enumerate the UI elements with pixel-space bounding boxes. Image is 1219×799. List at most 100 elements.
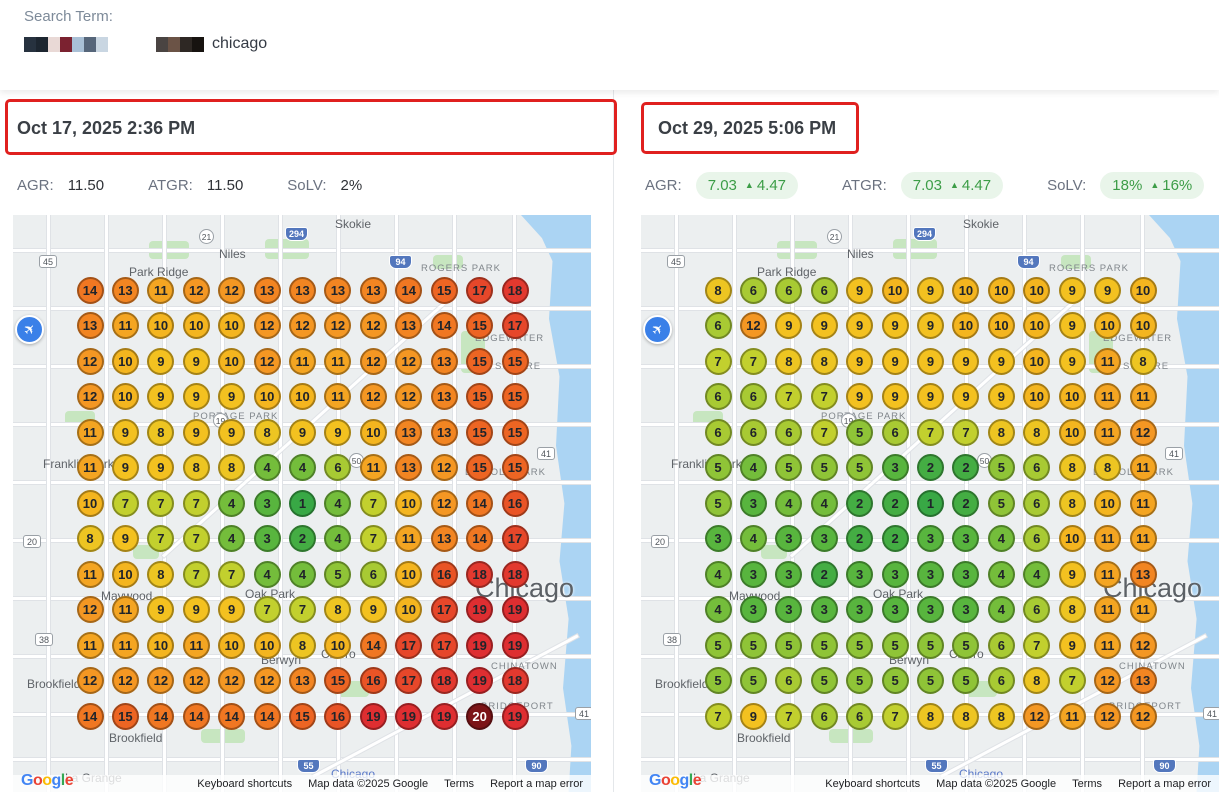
rank-marker[interactable]: 11 <box>111 312 139 339</box>
rank-marker[interactable]: 11 <box>1094 525 1122 552</box>
rank-marker[interactable]: 5 <box>846 667 874 694</box>
rank-marker[interactable]: 7 <box>182 525 210 552</box>
rank-marker[interactable]: 12 <box>430 489 458 517</box>
google-logo[interactable]: Google <box>21 772 74 790</box>
rank-marker[interactable]: 11 <box>324 347 352 375</box>
rank-marker[interactable]: 8 <box>147 418 175 446</box>
rank-marker[interactable]: 11 <box>1129 454 1157 481</box>
rank-marker[interactable]: 19 <box>466 596 494 623</box>
rank-marker[interactable]: 10 <box>1023 312 1051 339</box>
rank-marker[interactable]: 3 <box>810 525 838 552</box>
rank-marker[interactable]: 10 <box>1094 489 1122 517</box>
rank-marker[interactable]: 12 <box>182 667 210 694</box>
rank-marker[interactable]: 4 <box>739 525 767 552</box>
rank-marker[interactable]: 15 <box>466 383 494 410</box>
rank-marker[interactable]: 15 <box>430 276 458 304</box>
rank-marker[interactable]: 15 <box>501 418 529 446</box>
rank-marker[interactable]: 2 <box>289 525 317 552</box>
rank-marker[interactable]: 11 <box>182 631 210 659</box>
rank-marker[interactable]: 12 <box>76 596 104 623</box>
rank-marker[interactable]: 3 <box>917 596 945 623</box>
rank-marker[interactable]: 9 <box>359 596 387 623</box>
rank-marker[interactable]: 15 <box>324 667 352 694</box>
rank-marker[interactable]: 3 <box>739 596 767 623</box>
rank-marker[interactable]: 3 <box>881 454 909 481</box>
rank-marker[interactable]: 17 <box>430 596 458 623</box>
rank-marker[interactable]: 12 <box>76 347 104 375</box>
rank-marker[interactable]: 18 <box>501 667 529 694</box>
rank-marker[interactable]: 9 <box>182 347 210 375</box>
rank-marker[interactable]: 5 <box>704 489 732 517</box>
rank-marker[interactable]: 3 <box>775 560 803 588</box>
rank-marker[interactable]: 11 <box>76 418 104 446</box>
rank-marker[interactable]: 19 <box>501 631 529 659</box>
report-map-error-link[interactable]: Report a map error <box>490 777 583 790</box>
rank-marker[interactable]: 16 <box>430 560 458 588</box>
rank-marker[interactable]: 10 <box>395 560 423 588</box>
rank-marker[interactable]: 9 <box>1058 312 1086 339</box>
rank-marker[interactable]: 9 <box>987 383 1015 410</box>
rank-marker[interactable]: 4 <box>987 525 1015 552</box>
rank-marker[interactable]: 7 <box>704 347 732 375</box>
rank-marker[interactable]: 7 <box>111 489 139 517</box>
rank-marker[interactable]: 8 <box>1023 667 1051 694</box>
rank-marker[interactable]: 3 <box>952 596 980 623</box>
rank-marker[interactable]: 11 <box>1094 383 1122 410</box>
rank-marker[interactable]: 11 <box>76 454 104 481</box>
rank-marker[interactable]: 4 <box>987 596 1015 623</box>
rank-marker[interactable]: 15 <box>501 383 529 410</box>
rank-marker[interactable]: 14 <box>253 702 281 730</box>
rank-marker[interactable]: 3 <box>881 596 909 623</box>
rank-marker[interactable]: 5 <box>917 631 945 659</box>
rank-marker[interactable]: 16 <box>359 667 387 694</box>
rank-marker[interactable]: 3 <box>810 596 838 623</box>
rank-marker[interactable]: 18 <box>501 276 529 304</box>
rank-marker[interactable]: 6 <box>775 418 803 446</box>
rank-marker[interactable]: 9 <box>147 596 175 623</box>
rank-marker[interactable]: 10 <box>1129 276 1157 304</box>
rank-marker[interactable]: 13 <box>430 347 458 375</box>
terms-link[interactable]: Terms <box>1072 777 1103 790</box>
rank-marker[interactable]: 3 <box>917 560 945 588</box>
rank-marker[interactable]: 15 <box>466 347 494 375</box>
rank-marker[interactable]: 19 <box>430 702 458 730</box>
rank-marker[interactable]: 8 <box>952 702 980 730</box>
rank-marker[interactable]: 17 <box>395 667 423 694</box>
rank-marker[interactable]: 12 <box>218 667 246 694</box>
rank-marker[interactable]: 6 <box>775 667 803 694</box>
rank-marker[interactable]: 12 <box>395 347 423 375</box>
rank-marker[interactable]: 13 <box>76 312 104 339</box>
rank-marker[interactable]: 3 <box>952 525 980 552</box>
rank-marker[interactable]: 12 <box>182 276 210 304</box>
rank-marker[interactable]: 5 <box>952 631 980 659</box>
rank-marker[interactable]: 7 <box>952 418 980 446</box>
rank-marker[interactable]: 15 <box>111 702 139 730</box>
rank-marker[interactable]: 13 <box>359 276 387 304</box>
rank-marker[interactable]: 4 <box>810 489 838 517</box>
rank-marker[interactable]: 12 <box>218 276 246 304</box>
rank-marker[interactable]: 9 <box>739 702 767 730</box>
rank-marker[interactable]: 5 <box>775 454 803 481</box>
rank-marker[interactable]: 17 <box>466 276 494 304</box>
rank-marker[interactable]: 2 <box>810 560 838 588</box>
rank-marker[interactable]: 3 <box>846 560 874 588</box>
rank-marker[interactable]: 12 <box>1129 418 1157 446</box>
report-map-error-link[interactable]: Report a map error <box>1118 777 1211 790</box>
rank-marker[interactable]: 9 <box>182 383 210 410</box>
rank-marker[interactable]: 6 <box>739 276 767 304</box>
rank-marker[interactable]: 3 <box>739 489 767 517</box>
rank-marker[interactable]: 6 <box>704 418 732 446</box>
rank-marker[interactable]: 10 <box>289 383 317 410</box>
rank-marker[interactable]: 11 <box>395 525 423 552</box>
rank-marker[interactable]: 8 <box>810 347 838 375</box>
rank-marker[interactable]: 9 <box>846 383 874 410</box>
rank-marker[interactable]: 7 <box>881 702 909 730</box>
rank-marker[interactable]: 12 <box>1094 702 1122 730</box>
rank-marker[interactable]: 4 <box>1023 560 1051 588</box>
rank-marker[interactable]: 8 <box>324 596 352 623</box>
rank-marker[interactable]: 12 <box>253 667 281 694</box>
rank-marker[interactable]: 9 <box>775 312 803 339</box>
keyboard-shortcuts-link[interactable]: Keyboard shortcuts <box>197 777 293 790</box>
rank-marker[interactable]: 4 <box>704 596 732 623</box>
rank-marker[interactable]: 11 <box>76 631 104 659</box>
